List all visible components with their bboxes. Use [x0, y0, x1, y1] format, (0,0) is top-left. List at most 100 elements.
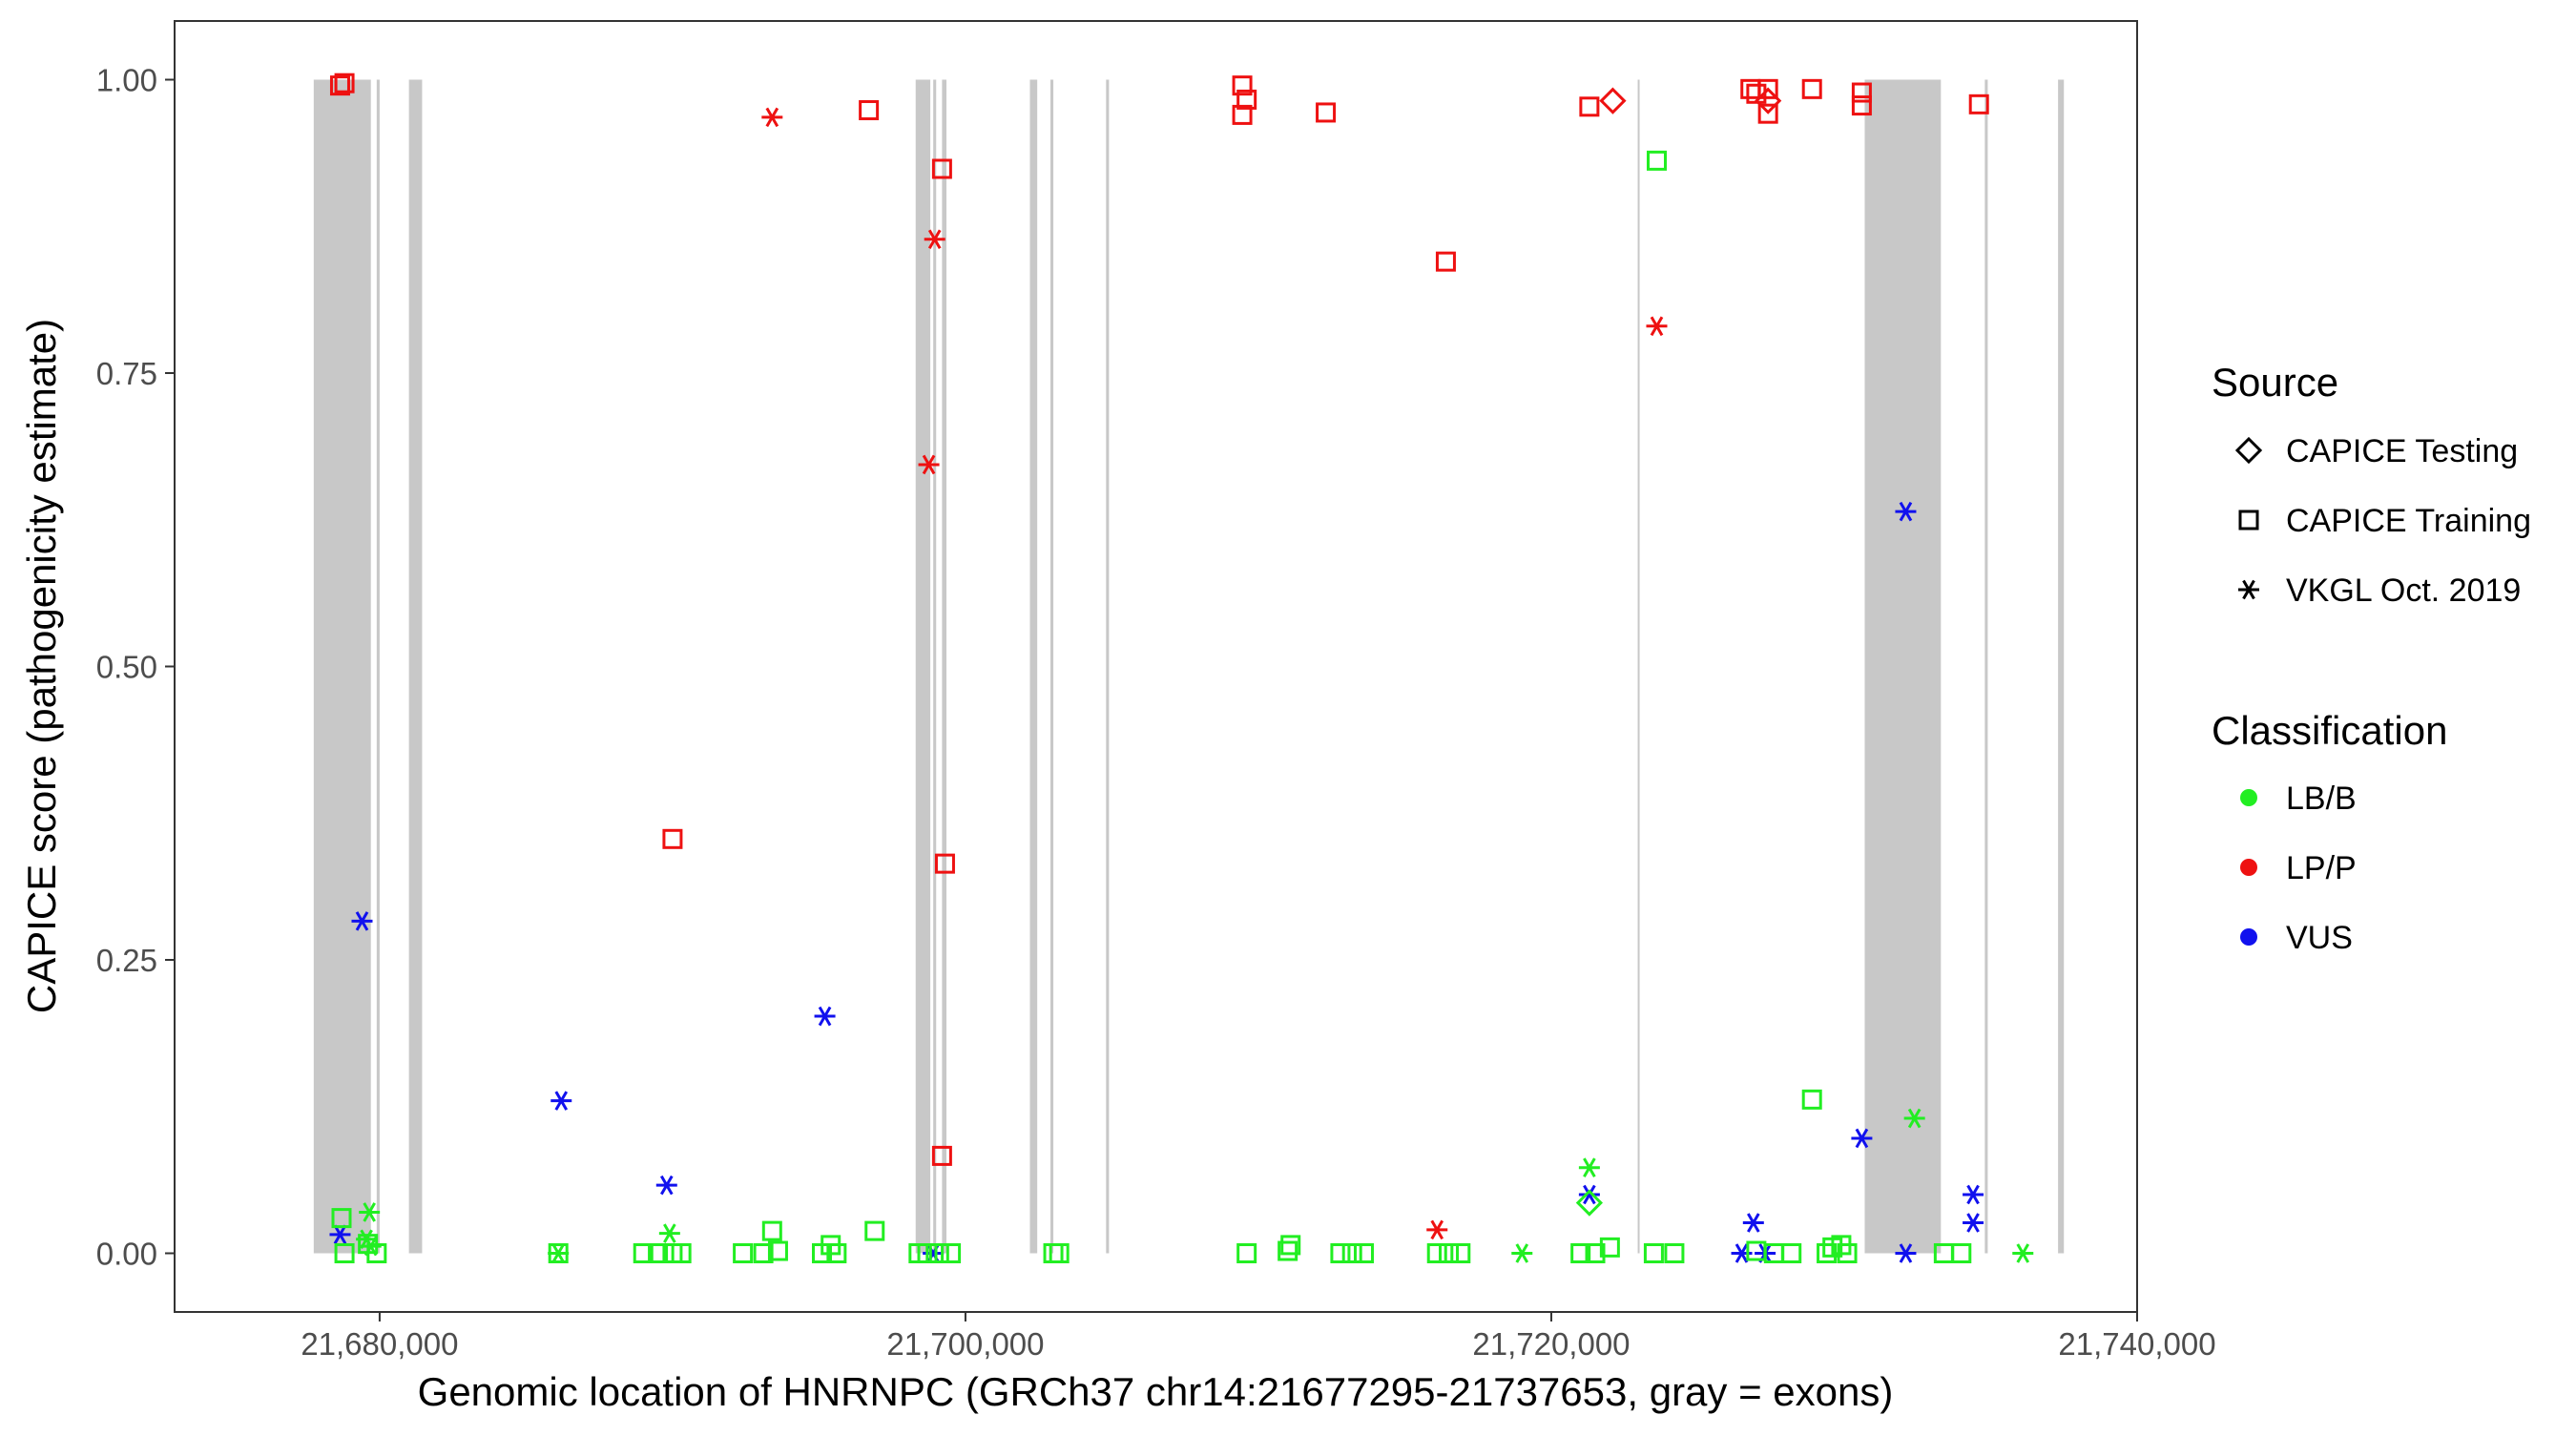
data-point — [1330, 1243, 1351, 1263]
data-point — [917, 1243, 938, 1263]
legend-classification-title: Classification — [2212, 708, 2447, 753]
exon-band — [1864, 79, 1942, 1254]
legend-source-label: CAPICE Testing — [2286, 433, 2518, 469]
data-point — [1963, 1213, 1984, 1233]
data-point — [1278, 1240, 1298, 1261]
series-asterisk-lb-b — [356, 1108, 2034, 1263]
data-point — [1599, 1237, 1620, 1258]
data-point — [334, 1243, 355, 1263]
data-point — [1851, 1128, 1873, 1149]
data-point — [658, 1223, 680, 1243]
data-point — [826, 1243, 847, 1263]
data-point — [1664, 1243, 1685, 1263]
y-tick-label: 0.75 — [96, 356, 157, 391]
data-point — [1903, 1108, 1925, 1129]
legend-source-label: VKGL Oct. 2019 — [2286, 572, 2521, 609]
data-point — [1426, 1243, 1447, 1263]
x-axis-label: Genomic location of HNRNPC (GRCh37 chr14… — [418, 1369, 1894, 1414]
data-point — [359, 1202, 381, 1222]
data-point — [931, 158, 952, 179]
data-point — [1801, 78, 1822, 99]
y-axis: 0.00 0.25 0.50 0.75 1.00 — [96, 63, 175, 1272]
data-point — [1757, 78, 1778, 99]
data-point — [864, 1220, 885, 1241]
exon-band — [408, 79, 423, 1254]
legend-classification: Classification LB/B LP/P VUS — [2212, 708, 2447, 956]
data-point — [1511, 1243, 1533, 1263]
y-tick-label: 1.00 — [96, 63, 157, 98]
x-tick-label: 21,680,000 — [301, 1326, 458, 1362]
exon-band — [915, 79, 931, 1254]
x-tick-label: 21,700,000 — [886, 1326, 1044, 1362]
points-layer — [329, 73, 2034, 1263]
legend-source-title: Source — [2212, 360, 2338, 405]
series-square-lp-p — [329, 73, 1989, 1166]
data-point — [1742, 1213, 1764, 1233]
data-point — [1851, 95, 1872, 116]
legend-key-color — [2240, 928, 2257, 946]
x-tick-label: 21,720,000 — [1472, 1326, 1630, 1362]
exon-band — [376, 79, 380, 1254]
data-point — [761, 107, 783, 128]
legend-key-square — [2238, 510, 2259, 531]
data-point — [351, 911, 373, 931]
data-point — [814, 1006, 836, 1027]
data-point — [941, 1243, 962, 1263]
data-point — [1341, 1243, 1362, 1263]
legend-source-label: CAPICE Training — [2286, 503, 2531, 539]
data-point — [1578, 1157, 1600, 1177]
data-point — [1801, 1089, 1822, 1110]
data-point — [1781, 1243, 1802, 1263]
exon-band — [1029, 79, 1038, 1254]
data-point — [329, 1224, 351, 1245]
data-point — [1280, 1235, 1301, 1256]
series-asterisk-vus — [329, 501, 1984, 1263]
data-point — [1951, 1243, 1972, 1263]
y-axis-label: CAPICE score (pathogenicity estimate) — [19, 319, 64, 1013]
data-point — [633, 1243, 654, 1263]
data-point — [1755, 87, 1782, 114]
data-point — [1646, 316, 1668, 337]
data-point — [767, 1240, 788, 1261]
data-point — [924, 229, 945, 250]
series-square-lb-b — [331, 150, 1972, 1263]
data-point — [1837, 1243, 1858, 1263]
data-point — [1232, 104, 1253, 125]
data-point — [1968, 94, 1989, 114]
data-point — [548, 1243, 569, 1263]
data-point — [1851, 82, 1872, 103]
data-point — [1426, 1219, 1448, 1240]
data-point — [1435, 251, 1456, 272]
exon-band — [1106, 79, 1110, 1254]
legend-key-asterisk — [2238, 579, 2259, 600]
plot-panel-border — [174, 20, 2138, 1313]
data-point — [753, 1243, 774, 1263]
data-point — [1963, 1184, 1984, 1205]
data-point — [1439, 1243, 1460, 1263]
data-point — [1450, 1243, 1471, 1263]
legend-source: Source CAPICE Testing CAPICE Training VKGL… — [2212, 360, 2531, 609]
series-diamond-lp-p — [1599, 87, 1782, 114]
x-axis: 21,680,000 21,700,000 21,720,000 21,740,000 — [301, 1312, 2216, 1362]
exon-band — [942, 79, 946, 1254]
data-point — [1236, 89, 1257, 110]
data-point — [928, 1243, 949, 1263]
data-point — [662, 828, 683, 849]
exon-band — [1984, 79, 1988, 1254]
y-tick-label: 0.25 — [96, 943, 157, 978]
data-point — [1049, 1243, 1070, 1263]
data-point — [334, 73, 355, 94]
exon-band — [313, 79, 371, 1254]
data-point — [859, 99, 880, 120]
exon-band — [1637, 79, 1640, 1254]
legend-classification-label: VUS — [2286, 920, 2353, 956]
data-point — [551, 1091, 572, 1111]
data-point — [931, 1145, 952, 1166]
data-point — [1646, 150, 1667, 171]
data-point — [1599, 87, 1627, 114]
data-point — [671, 1243, 692, 1263]
legend-classification-label: LB/B — [2286, 780, 2357, 817]
series-diamond-lb-b — [1575, 1189, 1604, 1217]
